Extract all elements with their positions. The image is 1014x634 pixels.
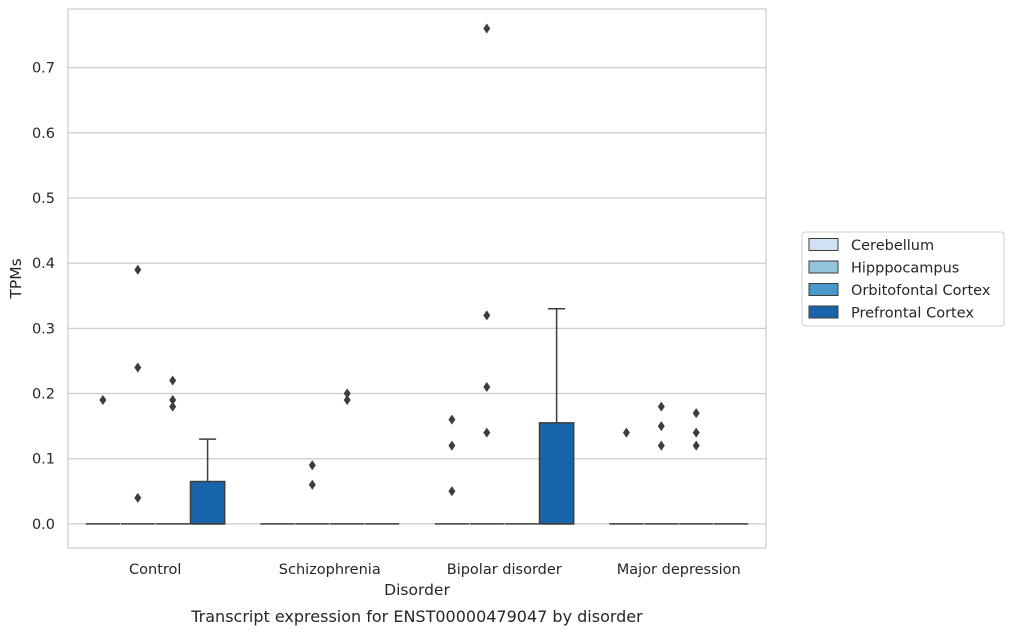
legend-label: Hipppocampus (851, 261, 959, 277)
outlier-point (448, 486, 456, 497)
x-axis-title: Disorder (384, 581, 450, 599)
x-tick-label: Schizophrenia (279, 562, 381, 578)
boxes (85, 308, 749, 525)
legend-swatch (808, 238, 839, 251)
legend-swatch (808, 283, 839, 296)
outlier-point (99, 395, 107, 406)
y-axis-title: TPMs (7, 258, 25, 299)
x-tick-label: Major depression (617, 562, 741, 578)
outlier-point (483, 382, 491, 393)
outlier-point (169, 401, 177, 412)
legend-label: Orbitofontal Cortex (851, 283, 991, 299)
legend-swatch (808, 305, 839, 319)
chart-caption: Transcript expression for ENST0000047904… (190, 607, 643, 626)
outlier-point (134, 264, 142, 275)
box-body (189, 480, 226, 525)
outlier-point (657, 401, 665, 412)
outlier-point (483, 23, 491, 34)
outlier-point (343, 388, 351, 399)
box-body (538, 422, 575, 525)
outlier-point (483, 427, 491, 438)
y-tick-label: 0.3 (32, 321, 55, 337)
legend-frame (801, 231, 1005, 327)
y-axis-ticks: 0.0 0.1 0.2 0.3 0.4 0.5 0.6 0.7 (32, 61, 55, 533)
x-tick-label: Control (129, 562, 181, 578)
outlier-point (343, 395, 351, 406)
outlier-point (692, 440, 700, 451)
y-tick-label: 0.1 (32, 452, 55, 468)
outlier-point (622, 427, 630, 438)
outlier-point (657, 440, 665, 451)
outlier-point (308, 460, 316, 471)
y-tick-label: 0.0 (32, 517, 55, 533)
outlier-point (692, 427, 700, 438)
y-tick-label: 0.5 (32, 191, 55, 207)
x-axis-ticks: Control Schizophrenia Bipolar disorder Majo… (129, 562, 741, 578)
legend: Cerebellum Hipppocampus Orbitofontal Corte… (801, 231, 1005, 327)
outlier-point (134, 362, 142, 373)
outlier-point (692, 408, 700, 419)
y-tick-label: 0.7 (32, 61, 55, 77)
legend-swatch (808, 260, 839, 274)
outlier-point (169, 375, 177, 386)
grid-lines (68, 67, 766, 525)
legend-label: Prefrontal Cortex (851, 306, 974, 322)
outlier-point (448, 414, 456, 425)
outlier-point (657, 421, 665, 432)
y-tick-label: 0.2 (32, 387, 55, 403)
box-prefrontal-cortex (538, 308, 575, 525)
outlier-point (169, 395, 177, 406)
legend-label: Cerebellum (851, 238, 934, 254)
outliers (99, 23, 700, 503)
box-prefrontal-cortex (189, 438, 226, 525)
outlier-point (308, 479, 316, 490)
plot-area (67, 8, 767, 549)
outlier-point (448, 440, 456, 451)
x-tick-label: Bipolar disorder (447, 562, 562, 578)
y-tick-label: 0.4 (32, 256, 55, 272)
y-tick-label: 0.6 (32, 126, 55, 142)
outlier-point (483, 310, 491, 321)
outlier-point (134, 492, 142, 503)
